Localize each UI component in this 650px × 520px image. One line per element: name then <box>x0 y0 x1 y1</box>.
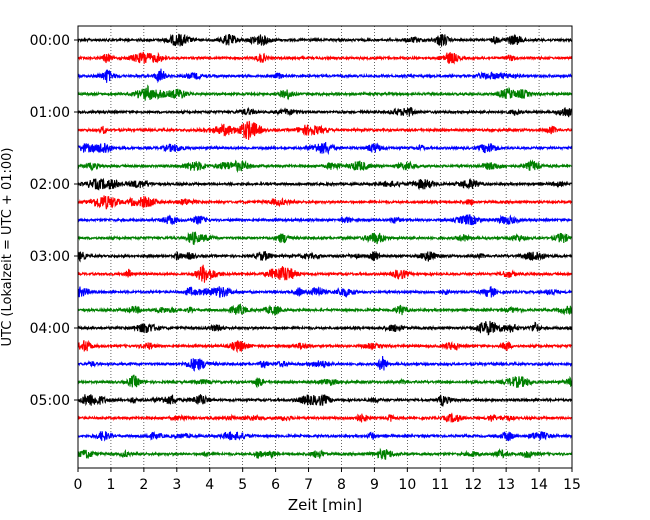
x-tick-label: 11 <box>431 477 449 493</box>
trace-0545 <box>77 447 573 460</box>
x-tick-label: 7 <box>304 477 313 493</box>
trace-0245 <box>77 231 573 246</box>
y-tick-label: 01:00 <box>30 105 70 121</box>
trace-0400 <box>77 320 573 336</box>
x-axis-ticks: 0 1 2 3 4 5 6 7 8 9 10 11 12 13 14 15 <box>74 468 581 493</box>
x-tick-label: 12 <box>464 477 482 493</box>
trace-0430 <box>77 355 573 372</box>
seismic-traces <box>77 33 573 460</box>
trace-0530 <box>77 430 573 442</box>
x-tick-label: 10 <box>398 477 416 493</box>
x-tick-label: 8 <box>337 477 346 493</box>
trace-0200 <box>77 177 573 191</box>
trace-0100 <box>77 106 573 118</box>
x-tick-label: 4 <box>205 477 214 493</box>
trace-0115 <box>77 120 573 140</box>
trace-0230 <box>77 214 573 226</box>
trace-0315 <box>77 264 573 283</box>
y-tick-label: 02:00 <box>30 177 70 193</box>
x-tick-label: 6 <box>271 477 280 493</box>
plot-frame <box>77 25 573 469</box>
x-tick-label: 2 <box>139 477 148 493</box>
trace-0515 <box>77 412 573 423</box>
trace-0445 <box>77 374 573 389</box>
trace-0500 <box>77 394 573 408</box>
x-tick-label: 5 <box>238 477 247 493</box>
plot-background <box>78 26 572 468</box>
trace-0000 <box>77 33 573 47</box>
x-tick-label: 14 <box>530 477 548 493</box>
x-axis-label: Zeit [min] <box>288 496 362 514</box>
trace-0045 <box>77 84 573 101</box>
y-tick-label: 00:00 <box>30 33 70 49</box>
x-tick-label: 1 <box>106 477 115 493</box>
x-tick-label: 13 <box>497 477 515 493</box>
y-tick-label: 05:00 <box>30 393 70 409</box>
x-tick-label: 0 <box>74 477 83 493</box>
trace-0415 <box>77 339 573 354</box>
trace-0330 <box>77 286 573 299</box>
trace-0030 <box>77 68 573 84</box>
y-tick-label: 03:00 <box>30 249 70 265</box>
x-tick-label: 3 <box>172 477 181 493</box>
trace-0215 <box>77 195 573 210</box>
trace-0145 <box>77 159 573 173</box>
x-tick-label: 9 <box>370 477 379 493</box>
trace-0015 <box>77 51 573 65</box>
x-tick-label: 15 <box>563 477 581 493</box>
trace-0130 <box>77 141 573 156</box>
y-axis-ticks: 00:00 01:00 02:00 03:00 04:00 05:00 <box>30 33 78 409</box>
y-tick-label: 04:00 <box>30 321 70 337</box>
trace-0345 <box>77 303 573 316</box>
trace-0300 <box>77 251 573 263</box>
y-axis-label: UTC (Lokalzeit = UTC + 01:00) <box>0 148 15 347</box>
